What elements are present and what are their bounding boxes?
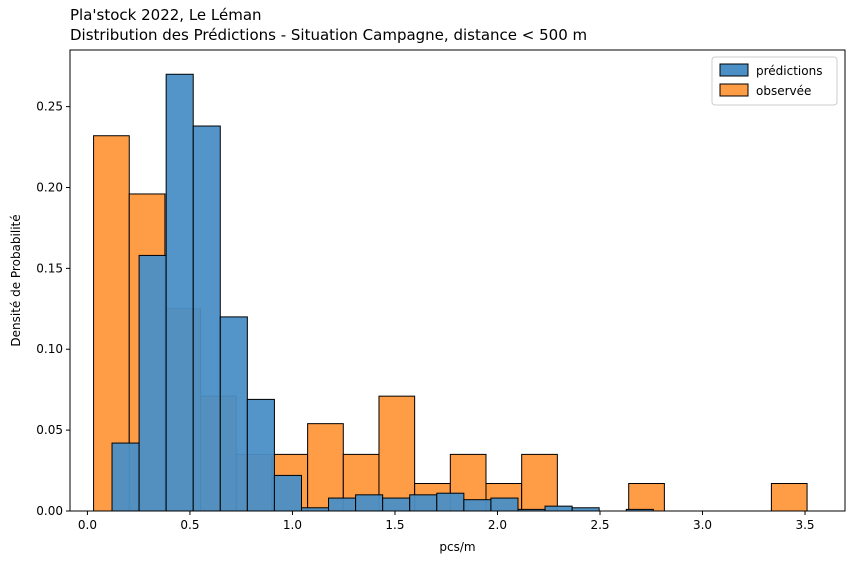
- prediction-bar-2: [165, 73, 194, 512]
- y-tick-label: 0.15: [36, 261, 63, 275]
- x-tick-label: 1.5: [385, 518, 404, 532]
- legend-label: observée: [756, 84, 811, 98]
- y-axis-label: Densité de Probabilité: [9, 214, 23, 346]
- observed-bar-12: [521, 453, 558, 512]
- prediction-bar-9: [355, 494, 384, 512]
- observed-bar-15: [628, 483, 665, 512]
- prediction-bar-13: [463, 499, 492, 512]
- legend-swatch: [719, 83, 749, 97]
- x-axis-label: pcs/m: [439, 540, 475, 554]
- chart-subtitle: Distribution des Prédictions - Situation…: [70, 26, 588, 44]
- x-tick-label: 1.0: [283, 518, 302, 532]
- prediction-bar-8: [328, 497, 357, 512]
- x-tick-label: 2.5: [590, 518, 609, 532]
- prediction-bar-10: [382, 497, 411, 512]
- plot-frame: [69, 49, 846, 512]
- y-tick-label: 0.10: [36, 342, 63, 356]
- prediction-bar-0: [111, 442, 140, 512]
- prediction-bar-1: [138, 254, 167, 512]
- prediction-bar-6: [273, 474, 302, 512]
- chart-title: Pla'stock 2022, Le Léman: [70, 6, 262, 24]
- x-axis: 0.0 0.5 1.0 1.5 2.0 2.5 3.0 3.5: [78, 511, 815, 532]
- y-tick-label: 0.25: [36, 100, 63, 114]
- observed-bar-8: [378, 395, 416, 512]
- x-tick-label: 3.0: [693, 518, 712, 532]
- prediction-bar-14: [490, 497, 519, 512]
- x-tick-label: 0.0: [78, 518, 97, 532]
- predictions-series: [111, 73, 654, 512]
- legend-label: prédictions: [756, 64, 822, 78]
- y-tick-label: 0.00: [36, 504, 63, 518]
- legend-swatch: [719, 63, 749, 77]
- y-axis: 0.00 0.05 0.10 0.15 0.20 0.25: [36, 100, 70, 518]
- prediction-bar-3: [192, 125, 221, 512]
- prediction-bar-4: [219, 316, 248, 512]
- y-tick-label: 0.05: [36, 423, 63, 437]
- legend: prédictions observée: [711, 56, 838, 106]
- x-tick-label: 3.5: [795, 518, 814, 532]
- prediction-bar-11: [409, 494, 438, 512]
- x-tick-label: 0.5: [180, 518, 199, 532]
- observed-bar-19: [770, 483, 808, 512]
- x-tick-label: 2.0: [488, 518, 507, 532]
- prediction-bar-12: [436, 492, 465, 512]
- y-tick-label: 0.20: [36, 180, 63, 194]
- prediction-bar-16: [544, 505, 573, 512]
- prediction-bar-5: [246, 398, 275, 512]
